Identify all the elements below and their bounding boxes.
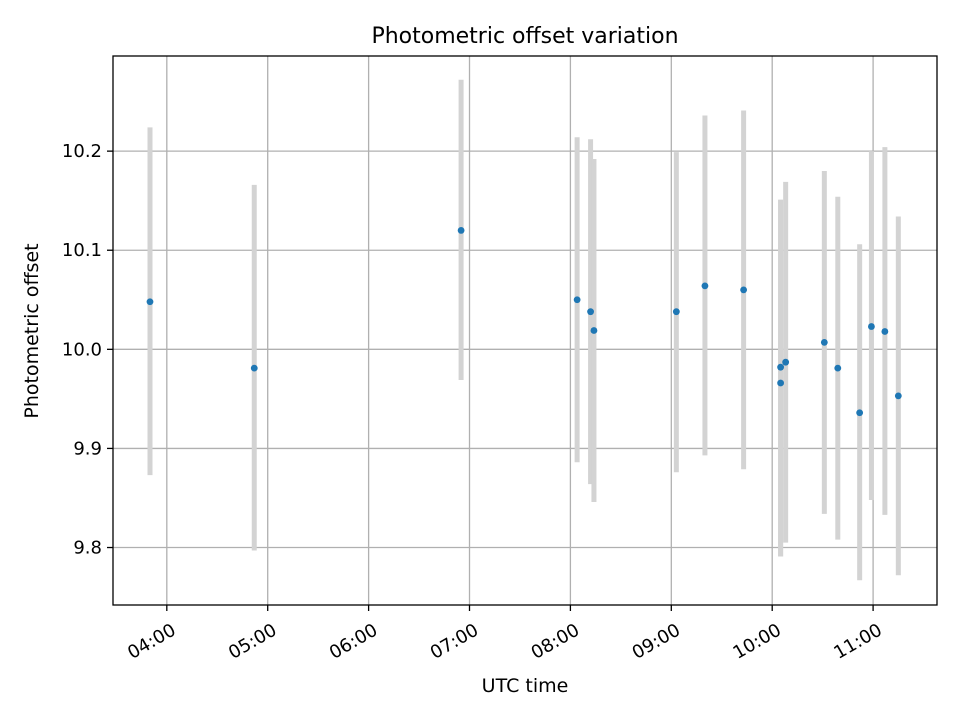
data-point — [740, 286, 748, 294]
data-point — [701, 282, 709, 290]
data-point — [590, 327, 598, 334]
y-tick-label: 9.9 — [73, 438, 102, 459]
chart-title: Photometric offset variation — [371, 24, 678, 49]
data-point — [894, 392, 902, 400]
y-tick-label: 10.2 — [62, 141, 102, 162]
data-point — [834, 364, 842, 372]
data-point — [782, 358, 790, 366]
data-point — [881, 328, 889, 335]
plot-frame — [112, 55, 938, 606]
y-tick-label: 9.8 — [73, 538, 102, 559]
y-tick-label: 10.1 — [62, 240, 102, 261]
data-point — [777, 363, 785, 371]
data-point — [146, 298, 154, 306]
data-point — [587, 308, 594, 316]
grid — [113, 56, 937, 605]
x-axis-label: UTC time — [482, 675, 569, 697]
data-points — [146, 227, 902, 417]
y-tick-label: 10.0 — [62, 339, 102, 360]
data-point — [777, 379, 785, 387]
y-axis-label: Photometric offset — [21, 243, 43, 418]
data-point — [672, 308, 680, 316]
data-point — [250, 364, 258, 372]
data-point — [457, 227, 465, 234]
data-point — [856, 409, 864, 417]
data-point — [868, 323, 875, 330]
data-point — [573, 296, 581, 304]
data-point — [820, 338, 828, 346]
